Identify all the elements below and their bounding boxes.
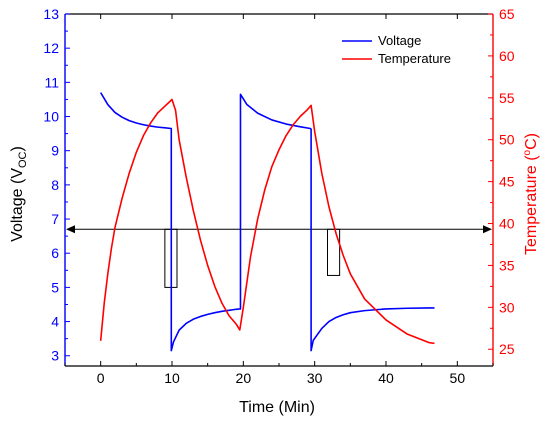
y-left-tick-label: 12	[43, 40, 59, 56]
y-right-axis-label: Temperature (oC)	[522, 133, 540, 255]
marker-box	[327, 228, 341, 276]
y-right-tick-label: 50	[499, 132, 515, 148]
y-left-tick-label: 9	[51, 143, 59, 159]
legend: Voltage Temperature	[342, 33, 451, 66]
series-line-temperature	[99, 98, 435, 345]
x-axis-label: Time (Min)	[239, 399, 315, 416]
y-left-tick-label: 3	[51, 348, 59, 364]
x-tick-label: 50	[450, 370, 466, 386]
y-left-axis-label: Voltage (VOC)	[9, 146, 29, 242]
y-left-tick-label: 10	[43, 109, 59, 125]
y-right-tick-label: 40	[499, 216, 515, 232]
y-left-axis-label-sub: OC	[17, 151, 29, 168]
y-left-tick-label: 7	[51, 211, 59, 227]
y-left-tick-label: 4	[51, 314, 59, 330]
y-left-axis-label-close: )	[9, 146, 26, 151]
y-left-axis-label-main: Voltage (V	[9, 168, 26, 242]
x-tick-label: 10	[164, 370, 180, 386]
y-right-axis-label-degree: o	[522, 149, 533, 155]
reference-arrow-right-head	[483, 225, 492, 234]
legend-temperature-label: Temperature	[378, 51, 451, 66]
legend-voltage-label: Voltage	[378, 33, 421, 48]
y-right-tick-label: 25	[499, 341, 515, 357]
x-tick-label: 30	[307, 370, 323, 386]
y-left-tick-label: 5	[51, 279, 59, 295]
y-right-axis-label-main: Temperature (	[523, 155, 540, 255]
y-right-tick-label: 55	[499, 90, 515, 106]
y-right-tick-label: 35	[499, 257, 515, 273]
y-right-tick-label: 30	[499, 299, 515, 315]
y-right-axis-label-close: C)	[523, 133, 540, 150]
y-right-tick-label: 45	[499, 174, 515, 190]
reference-arrow-left-head	[66, 225, 75, 234]
y-left-tick-label: 11	[44, 74, 59, 90]
y-right-tick-label: 60	[499, 48, 515, 64]
y-left-tick-label: 8	[51, 177, 59, 193]
x-tick-label: 0	[97, 370, 105, 386]
y-left-tick-label: 6	[51, 245, 59, 261]
series-line-voltage	[99, 92, 435, 352]
x-tick-label: 40	[378, 370, 394, 386]
y-left-tick-label: 13	[43, 6, 59, 22]
x-tick-label: 20	[236, 370, 252, 386]
y-right-tick-label: 65	[499, 6, 515, 22]
